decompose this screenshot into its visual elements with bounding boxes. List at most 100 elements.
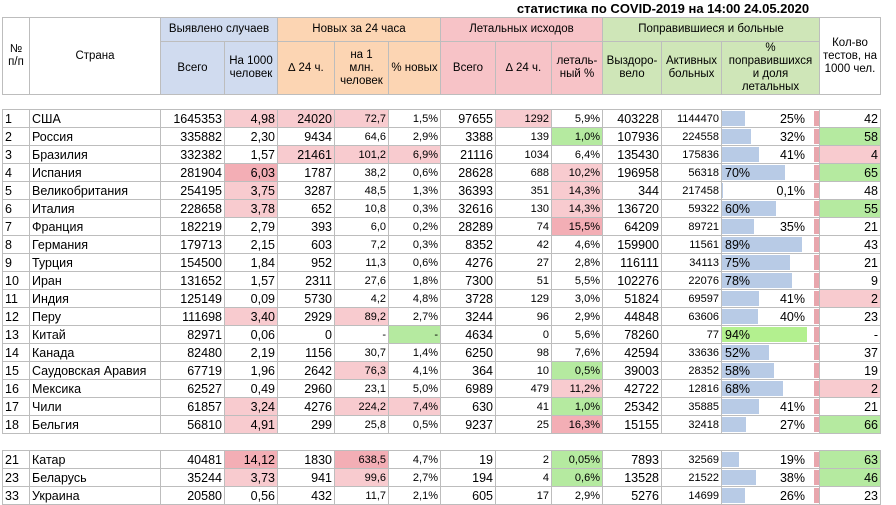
new-per1m: 99,6 [335,469,389,487]
detected-total: 82971 [161,326,225,344]
detected-per1000: 3,24 [225,398,278,416]
new-pct: 2,7% [389,469,441,487]
tests-per1000: 37 [820,344,881,362]
death-rate: 0,5% [552,362,603,380]
detected-total: 154500 [161,254,225,272]
death-rate: 4,6% [552,236,603,254]
death-rate: 3,0% [552,290,603,308]
new-pct: 2,9% [389,128,441,146]
recovered-pct: 40% [722,308,820,326]
active-cases: 21522 [662,469,722,487]
row-number: 3 [3,146,30,164]
detected-total: 254195 [161,182,225,200]
row-number: 10 [3,272,30,290]
recovered-count: 64209 [603,218,662,236]
deaths-24h: 130 [496,200,552,218]
death-rate: 1,0% [552,398,603,416]
recovered-pct: 19% [722,451,820,469]
active-cases: 217458 [662,182,722,200]
recovered-pct-label: 41% [722,147,819,163]
country-name: Турция [30,254,161,272]
header-new: Новых за 24 часа [278,18,441,42]
new-pct: 4,8% [389,290,441,308]
active-cases: 35885 [662,398,722,416]
new-24h: 5730 [278,290,335,308]
new-per1m: 7,2 [335,236,389,254]
death-rate: 2,9% [552,308,603,326]
new-24h: 2311 [278,272,335,290]
new-24h: 299 [278,416,335,434]
header-recovered-count: Выздоро-вело [603,42,662,95]
country-name: Индия [30,290,161,308]
row-number: 2 [3,128,30,146]
active-cases: 59322 [662,200,722,218]
tests-per1000: 21 [820,254,881,272]
new-per1m: 38,2 [335,164,389,182]
row-number: 4 [3,164,30,182]
deaths-total: 21116 [441,146,496,164]
detected-total: 131652 [161,272,225,290]
deaths-total: 36393 [441,182,496,200]
active-cases: 224558 [662,128,722,146]
new-24h: 952 [278,254,335,272]
recovered-pct-label: 35% [722,219,819,235]
recovered-count: 15155 [603,416,662,434]
tests-per1000: 43 [820,236,881,254]
recovered-pct: 41% [722,290,820,308]
header-new-per1m: на 1 млн. человек [335,42,389,95]
tests-per1000: 46 [820,469,881,487]
row-number: 21 [3,451,30,469]
deaths-total: 4634 [441,326,496,344]
death-rate: 7,6% [552,344,603,362]
recovered-pct-label: 38% [722,470,819,486]
new-24h: 432 [278,487,335,505]
deaths-total: 19 [441,451,496,469]
recovered-pct: 78% [722,272,820,290]
recovered-pct-label: 0,1% [722,183,819,199]
recovered-pct-label: 52% [722,345,819,361]
recovered-pct: 26% [722,487,820,505]
active-cases: 28352 [662,362,722,380]
recovered-pct: 38% [722,469,820,487]
deaths-total: 32616 [441,200,496,218]
new-per1m: 23,1 [335,380,389,398]
active-cases: 11561 [662,236,722,254]
new-pct: 0,2% [389,218,441,236]
recovered-pct-label: 89% [722,237,819,253]
deaths-24h: 1292 [496,110,552,128]
row-number: 6 [3,200,30,218]
deaths-24h: 2 [496,451,552,469]
new-per1m: 224,2 [335,398,389,416]
tests-per1000: 65 [820,164,881,182]
new-24h: 2929 [278,308,335,326]
recovered-pct: 52% [722,344,820,362]
active-cases: 89721 [662,218,722,236]
header-deaths: Летальных исходов [441,18,603,42]
death-rate: 5,6% [552,326,603,344]
death-rate: 14,3% [552,200,603,218]
recovered-pct: 25% [722,110,820,128]
country-name: Россия [30,128,161,146]
new-pct: 1,5% [389,110,441,128]
tests-per1000: 42 [820,110,881,128]
detected-per1000: 14,12 [225,451,278,469]
death-rate: 0,05% [552,451,603,469]
recovered-count: 107936 [603,128,662,146]
detected-per1000: 6,03 [225,164,278,182]
detected-total: 62527 [161,380,225,398]
detected-per1000: 4,91 [225,416,278,434]
detected-total: 56810 [161,416,225,434]
recovered-pct: 41% [722,146,820,164]
recovered-count: 78260 [603,326,662,344]
deaths-total: 28289 [441,218,496,236]
deaths-24h: 0 [496,326,552,344]
row-number: 1 [3,110,30,128]
new-pct: 1,4% [389,344,441,362]
